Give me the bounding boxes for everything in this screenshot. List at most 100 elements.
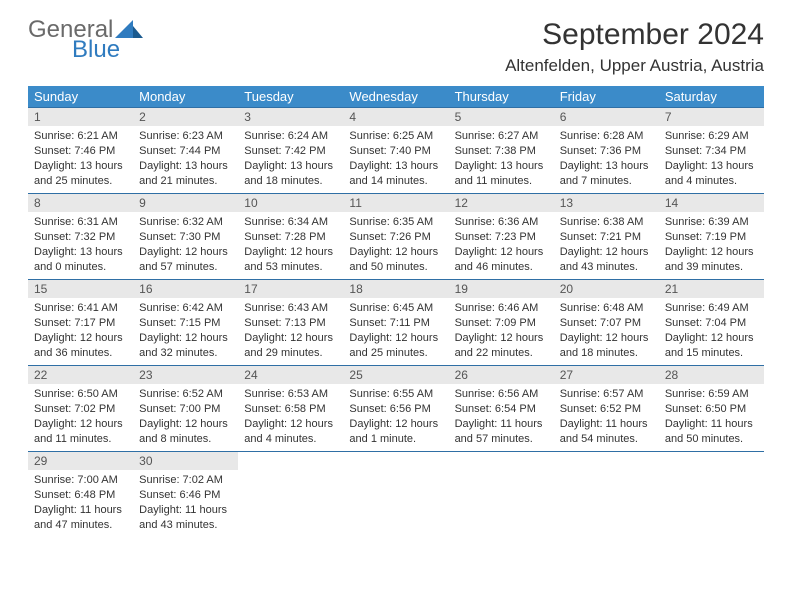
day-number: 11 [343,194,448,212]
day-cell: 20Sunrise: 6:48 AMSunset: 7:07 PMDayligh… [554,280,659,366]
day-details: Sunrise: 6:52 AMSunset: 7:00 PMDaylight:… [133,384,238,450]
calendar-row: 29Sunrise: 7:00 AMSunset: 6:48 PMDayligh… [28,452,764,538]
day-details: Sunrise: 6:59 AMSunset: 6:50 PMDaylight:… [659,384,764,450]
weekday-header: Friday [554,86,659,108]
day-details: Sunrise: 6:25 AMSunset: 7:40 PMDaylight:… [343,126,448,192]
day-details: Sunrise: 6:36 AMSunset: 7:23 PMDaylight:… [449,212,554,278]
day-details: Sunrise: 7:00 AMSunset: 6:48 PMDaylight:… [28,470,133,536]
day-details: Sunrise: 6:32 AMSunset: 7:30 PMDaylight:… [133,212,238,278]
day-number: 1 [28,108,133,126]
empty-cell [554,452,659,538]
day-number: 23 [133,366,238,384]
calendar-row: 22Sunrise: 6:50 AMSunset: 7:02 PMDayligh… [28,366,764,452]
day-cell: 25Sunrise: 6:55 AMSunset: 6:56 PMDayligh… [343,366,448,452]
day-details: Sunrise: 6:48 AMSunset: 7:07 PMDaylight:… [554,298,659,364]
weekday-header: Tuesday [238,86,343,108]
day-details: Sunrise: 6:39 AMSunset: 7:19 PMDaylight:… [659,212,764,278]
day-cell: 2Sunrise: 6:23 AMSunset: 7:44 PMDaylight… [133,108,238,194]
day-details: Sunrise: 6:35 AMSunset: 7:26 PMDaylight:… [343,212,448,278]
day-cell: 9Sunrise: 6:32 AMSunset: 7:30 PMDaylight… [133,194,238,280]
day-cell: 7Sunrise: 6:29 AMSunset: 7:34 PMDaylight… [659,108,764,194]
empty-cell [343,452,448,538]
day-details: Sunrise: 6:56 AMSunset: 6:54 PMDaylight:… [449,384,554,450]
day-details: Sunrise: 6:38 AMSunset: 7:21 PMDaylight:… [554,212,659,278]
day-cell: 12Sunrise: 6:36 AMSunset: 7:23 PMDayligh… [449,194,554,280]
day-number: 22 [28,366,133,384]
day-number: 20 [554,280,659,298]
day-number: 15 [28,280,133,298]
day-details: Sunrise: 6:28 AMSunset: 7:36 PMDaylight:… [554,126,659,192]
day-cell: 10Sunrise: 6:34 AMSunset: 7:28 PMDayligh… [238,194,343,280]
day-number: 17 [238,280,343,298]
day-cell: 21Sunrise: 6:49 AMSunset: 7:04 PMDayligh… [659,280,764,366]
day-cell: 1Sunrise: 6:21 AMSunset: 7:46 PMDaylight… [28,108,133,194]
calendar-table: SundayMondayTuesdayWednesdayThursdayFrid… [28,86,764,538]
day-number: 24 [238,366,343,384]
calendar-row: 8Sunrise: 6:31 AMSunset: 7:32 PMDaylight… [28,194,764,280]
day-cell: 17Sunrise: 6:43 AMSunset: 7:13 PMDayligh… [238,280,343,366]
day-number: 9 [133,194,238,212]
calendar-row: 1Sunrise: 6:21 AMSunset: 7:46 PMDaylight… [28,108,764,194]
month-title: September 2024 [505,18,764,52]
day-number: 8 [28,194,133,212]
day-cell: 26Sunrise: 6:56 AMSunset: 6:54 PMDayligh… [449,366,554,452]
day-details: Sunrise: 6:57 AMSunset: 6:52 PMDaylight:… [554,384,659,450]
day-cell: 24Sunrise: 6:53 AMSunset: 6:58 PMDayligh… [238,366,343,452]
day-details: Sunrise: 6:21 AMSunset: 7:46 PMDaylight:… [28,126,133,192]
day-number: 18 [343,280,448,298]
location: Altenfelden, Upper Austria, Austria [505,56,764,76]
day-cell: 3Sunrise: 6:24 AMSunset: 7:42 PMDaylight… [238,108,343,194]
day-cell: 30Sunrise: 7:02 AMSunset: 6:46 PMDayligh… [133,452,238,538]
day-number: 10 [238,194,343,212]
day-cell: 19Sunrise: 6:46 AMSunset: 7:09 PMDayligh… [449,280,554,366]
day-number: 5 [449,108,554,126]
day-number: 30 [133,452,238,470]
day-number: 12 [449,194,554,212]
day-cell: 14Sunrise: 6:39 AMSunset: 7:19 PMDayligh… [659,194,764,280]
day-details: Sunrise: 6:53 AMSunset: 6:58 PMDaylight:… [238,384,343,450]
day-number: 14 [659,194,764,212]
day-number: 2 [133,108,238,126]
empty-cell [238,452,343,538]
logo: General Blue [28,18,143,62]
day-cell: 23Sunrise: 6:52 AMSunset: 7:00 PMDayligh… [133,366,238,452]
day-details: Sunrise: 6:43 AMSunset: 7:13 PMDaylight:… [238,298,343,364]
header: General Blue September 2024 Altenfelden,… [28,18,764,76]
day-cell: 8Sunrise: 6:31 AMSunset: 7:32 PMDaylight… [28,194,133,280]
day-details: Sunrise: 6:29 AMSunset: 7:34 PMDaylight:… [659,126,764,192]
day-number: 4 [343,108,448,126]
day-details: Sunrise: 6:34 AMSunset: 7:28 PMDaylight:… [238,212,343,278]
weekday-header: Thursday [449,86,554,108]
day-number: 19 [449,280,554,298]
day-number: 27 [554,366,659,384]
day-details: Sunrise: 6:27 AMSunset: 7:38 PMDaylight:… [449,126,554,192]
logo-text-blue: Blue [72,38,143,62]
weekday-header: Sunday [28,86,133,108]
calendar-header: SundayMondayTuesdayWednesdayThursdayFrid… [28,86,764,108]
day-details: Sunrise: 6:23 AMSunset: 7:44 PMDaylight:… [133,126,238,192]
title-block: September 2024 Altenfelden, Upper Austri… [505,18,764,76]
day-number: 28 [659,366,764,384]
day-details: Sunrise: 6:49 AMSunset: 7:04 PMDaylight:… [659,298,764,364]
day-cell: 16Sunrise: 6:42 AMSunset: 7:15 PMDayligh… [133,280,238,366]
day-details: Sunrise: 6:55 AMSunset: 6:56 PMDaylight:… [343,384,448,450]
day-cell: 11Sunrise: 6:35 AMSunset: 7:26 PMDayligh… [343,194,448,280]
day-number: 3 [238,108,343,126]
day-number: 7 [659,108,764,126]
day-details: Sunrise: 6:45 AMSunset: 7:11 PMDaylight:… [343,298,448,364]
day-details: Sunrise: 6:41 AMSunset: 7:17 PMDaylight:… [28,298,133,364]
empty-cell [449,452,554,538]
day-details: Sunrise: 6:46 AMSunset: 7:09 PMDaylight:… [449,298,554,364]
day-number: 21 [659,280,764,298]
day-cell: 27Sunrise: 6:57 AMSunset: 6:52 PMDayligh… [554,366,659,452]
day-number: 13 [554,194,659,212]
day-number: 6 [554,108,659,126]
empty-cell [659,452,764,538]
calendar-body: 1Sunrise: 6:21 AMSunset: 7:46 PMDaylight… [28,108,764,538]
day-cell: 6Sunrise: 6:28 AMSunset: 7:36 PMDaylight… [554,108,659,194]
day-cell: 29Sunrise: 7:00 AMSunset: 6:48 PMDayligh… [28,452,133,538]
day-details: Sunrise: 6:24 AMSunset: 7:42 PMDaylight:… [238,126,343,192]
day-number: 26 [449,366,554,384]
day-cell: 4Sunrise: 6:25 AMSunset: 7:40 PMDaylight… [343,108,448,194]
day-cell: 5Sunrise: 6:27 AMSunset: 7:38 PMDaylight… [449,108,554,194]
